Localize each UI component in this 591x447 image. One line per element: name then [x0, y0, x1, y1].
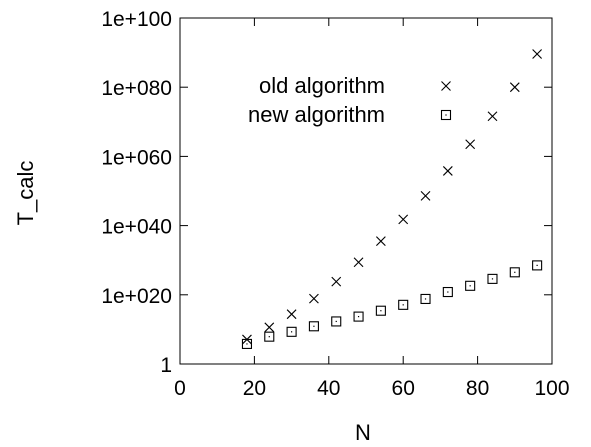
point-new-algorithm [420, 293, 431, 305]
point-new-algorithm [241, 338, 253, 349]
legend-square-icon [440, 109, 452, 121]
x-tick-label: 80 [466, 377, 489, 400]
point-old-algorithm [487, 111, 498, 122]
point-new-algorithm [442, 286, 453, 298]
legend-marker-cross [441, 81, 451, 91]
x-tick-label: 100 [534, 377, 569, 400]
plot-frame [179, 17, 553, 365]
point-new-algorithm [264, 331, 275, 342]
x-tick-label: 20 [243, 377, 266, 400]
point-new-algorithm [308, 321, 319, 332]
point-new-algorithm [398, 299, 409, 310]
legend-marker-square [440, 109, 452, 121]
y-axis-label: T_calc [13, 161, 38, 226]
point-new-algorithm [465, 280, 476, 291]
point-new-algorithm [353, 311, 364, 322]
y-tick-label: 1e+020 [101, 285, 172, 308]
point-old-algorithm [398, 214, 409, 225]
x-tick-label: 40 [317, 377, 340, 400]
point-old-algorithm [420, 190, 431, 201]
y-tick-label: 1 [160, 354, 172, 377]
point-old-algorithm [509, 82, 520, 93]
point-old-algorithm [375, 236, 386, 247]
point-new-algorithm [375, 305, 386, 316]
legend-cross-icon [441, 81, 451, 91]
legend-label-new-algorithm: new algorithm [248, 102, 385, 127]
legend-label-old-algorithm: old algorithm [259, 73, 385, 98]
point-new-algorithm [509, 267, 520, 278]
point-old-algorithm [286, 309, 297, 320]
x-tick-label: 0 [174, 377, 186, 400]
data-points [241, 49, 543, 349]
y-tick-label: 1e+060 [101, 146, 172, 169]
x-axis-label: N [355, 420, 371, 445]
point-new-algorithm [331, 316, 342, 327]
y-tick-label: 1e+080 [101, 77, 172, 100]
x-tick-label: 60 [392, 377, 415, 400]
y-axis-ticks: 1 1e+020 1e+040 1e+060 1e+080 1e+100 [101, 8, 552, 377]
point-old-algorithm [465, 139, 476, 150]
y-tick-label: 1e+100 [101, 8, 172, 31]
point-old-algorithm [331, 276, 342, 287]
point-old-algorithm [532, 49, 543, 59]
legend: old algorithm new algorithm [248, 73, 452, 127]
x-axis-ticks: 0 20 40 60 80 100 [174, 18, 570, 400]
point-old-algorithm [353, 257, 364, 268]
point-new-algorithm [286, 326, 297, 337]
point-new-algorithm [532, 260, 543, 271]
point-old-algorithm [264, 322, 275, 333]
point-old-algorithm [442, 166, 453, 176]
plot-border [179, 17, 553, 365]
point-old-algorithm [309, 293, 319, 304]
y-tick-label: 1e+040 [101, 216, 172, 239]
point-new-algorithm [487, 273, 498, 284]
